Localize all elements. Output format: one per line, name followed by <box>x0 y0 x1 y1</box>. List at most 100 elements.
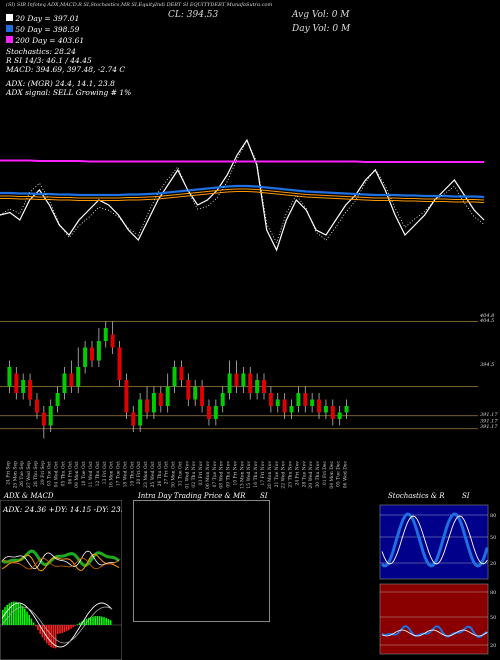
candle-x-tick: 24 Fri Sep <box>5 461 11 485</box>
candle-body <box>275 399 280 406</box>
macd-histogram-bar <box>68 625 70 630</box>
intraday-panel-box <box>133 500 270 622</box>
macd-histogram-bar <box>70 625 72 629</box>
macd-histogram-bar <box>50 625 52 648</box>
candle-body <box>289 406 294 413</box>
ma-series-line-1 <box>0 184 485 199</box>
candle-body <box>193 386 198 400</box>
dma200-swatch <box>6 36 13 43</box>
candle-x-tick: 31 Tue Oct <box>177 461 183 486</box>
candle-x-tick: 02 Thu Nov <box>191 461 197 488</box>
macd-histogram-bar <box>107 619 110 625</box>
candle-x-tick: 20 Mon Nov <box>267 461 273 489</box>
candle-body <box>200 386 205 406</box>
candle-body <box>28 380 33 400</box>
candle-body <box>282 399 287 413</box>
macd-histogram-bar <box>26 611 28 625</box>
candle-body <box>96 341 101 361</box>
stoch-panel-si: SI <box>462 492 470 500</box>
macd-histogram-bar <box>65 625 68 632</box>
macd-histogram-bar <box>98 616 101 625</box>
candle-x-tick: 05 Thu Oct <box>60 461 66 487</box>
candle-x-tick: 03 Tue Oct <box>47 461 53 486</box>
candle-x-tick: 28 Tue Nov <box>301 461 307 488</box>
macd-histogram-bar <box>28 614 30 625</box>
macd-histogram-bar <box>41 625 44 638</box>
macd-histogram-bar <box>63 625 66 633</box>
intraday-panel-si: SI <box>260 492 268 500</box>
candle-body <box>323 406 328 413</box>
candle-body <box>296 393 301 406</box>
dma200-label: 200 Day = 403.61 <box>6 36 84 45</box>
candle-body <box>151 393 156 413</box>
candle-x-tick: 24 Fri Nov <box>294 461 300 486</box>
candle-x-tick: 09 Thu Nov <box>226 461 232 488</box>
candle-x-tick: 15 Wed Nov <box>246 461 252 489</box>
dma50-label: 50 Day = 398.59 <box>6 25 79 34</box>
candle-body <box>248 373 253 393</box>
candle-body <box>76 367 81 387</box>
macd-histogram-bar <box>15 601 17 625</box>
adx-label: ADX: (MGR) 24.4, 14.1, 23.8 <box>6 79 115 88</box>
candle-x-tick: 06 Mon Nov <box>205 461 211 489</box>
macd-histogram-bar <box>39 625 41 634</box>
candle-body <box>90 347 94 361</box>
candle-body <box>117 347 122 380</box>
candle-body <box>158 393 163 406</box>
candle-body <box>220 393 225 406</box>
macd-histogram-bar <box>83 620 85 625</box>
macd-histogram-bar <box>19 604 22 625</box>
adx-aux-line <box>1 557 120 570</box>
adx-panel-frame <box>0 500 122 660</box>
candle-body <box>21 380 26 393</box>
macd-histogram-bar <box>94 616 96 625</box>
ma-band-line-1 <box>0 191 485 203</box>
adx-values-text: ADX: 24.36 +DY: 14.15 -DY: 23.26 <box>2 505 122 514</box>
macd-histogram-bar <box>101 616 103 625</box>
plus-di-line <box>1 553 120 572</box>
candle-y-tick: 404.8 <box>479 313 494 319</box>
dma20-text: 20 Day = 397.01 <box>15 14 80 23</box>
candle-x-tick: 13 Mon Nov <box>239 461 245 489</box>
macd-histogram-bar <box>72 625 74 628</box>
candle-body <box>227 373 232 393</box>
candle-x-tick: 04 Mon Dec <box>329 461 335 489</box>
candle-x-tick: 07 Tue Nov <box>212 461 218 488</box>
macd-line <box>1 602 113 648</box>
macd-histogram-bar <box>30 618 33 625</box>
stochastics-rsi-chart: 80 50 20 80 50 20 <box>379 504 496 655</box>
dma200-text: 200 Day = 403.61 <box>15 36 85 45</box>
rsi-y-tick: 50 <box>490 615 496 621</box>
candle-x-tick: 16 Mon Oct <box>109 461 115 488</box>
adx-panel-title: ADX & MACD <box>4 492 54 500</box>
macd-histogram-bar <box>105 617 107 625</box>
intraday-panel-title: Intra Day Trading Price & MR <box>138 492 246 500</box>
stochastics-label: Stochastics: 28.24 <box>6 47 76 56</box>
candle-x-tick: 05 Tue Dec <box>336 461 342 487</box>
macd-signal-line <box>1 606 113 644</box>
candle-x-tick: 03 Fri Nov <box>198 461 204 486</box>
macd-histogram-bar <box>46 625 48 644</box>
candle-body <box>69 373 74 387</box>
candle-body <box>179 367 184 380</box>
candle-x-tick: 27 Wed Sep <box>26 461 32 488</box>
macd-histogram-bar <box>96 616 99 625</box>
macd-histogram-bar <box>90 617 92 625</box>
stoch-panel-title: Stochastics & R <box>388 492 445 500</box>
candle-body <box>303 393 308 406</box>
macd-histogram-bar <box>17 602 19 625</box>
macd-histogram-bar <box>8 603 11 625</box>
candle-x-tick: 20 Fri Oct <box>136 461 142 485</box>
candle-x-tick: 13 Fri Oct <box>102 461 108 485</box>
candle-body <box>310 399 315 406</box>
header-symbol-line: (SI) SIB Infoteq ADX,MACD,R SI,Stochasti… <box>6 2 273 8</box>
candle-x-tick: 29 Fri Sep <box>40 461 46 485</box>
rsi-y-tick: 80 <box>490 590 496 596</box>
candle-x-tick: 30 Thu Nov <box>315 461 321 488</box>
candle-body <box>213 406 218 419</box>
candle-x-tick: 19 Thu Oct <box>129 461 135 487</box>
macd-histogram-bar <box>74 625 77 626</box>
candle-body <box>330 406 335 419</box>
candle-x-tick: 23 Mon Oct <box>143 461 149 488</box>
macd-histogram-bar <box>32 622 35 625</box>
